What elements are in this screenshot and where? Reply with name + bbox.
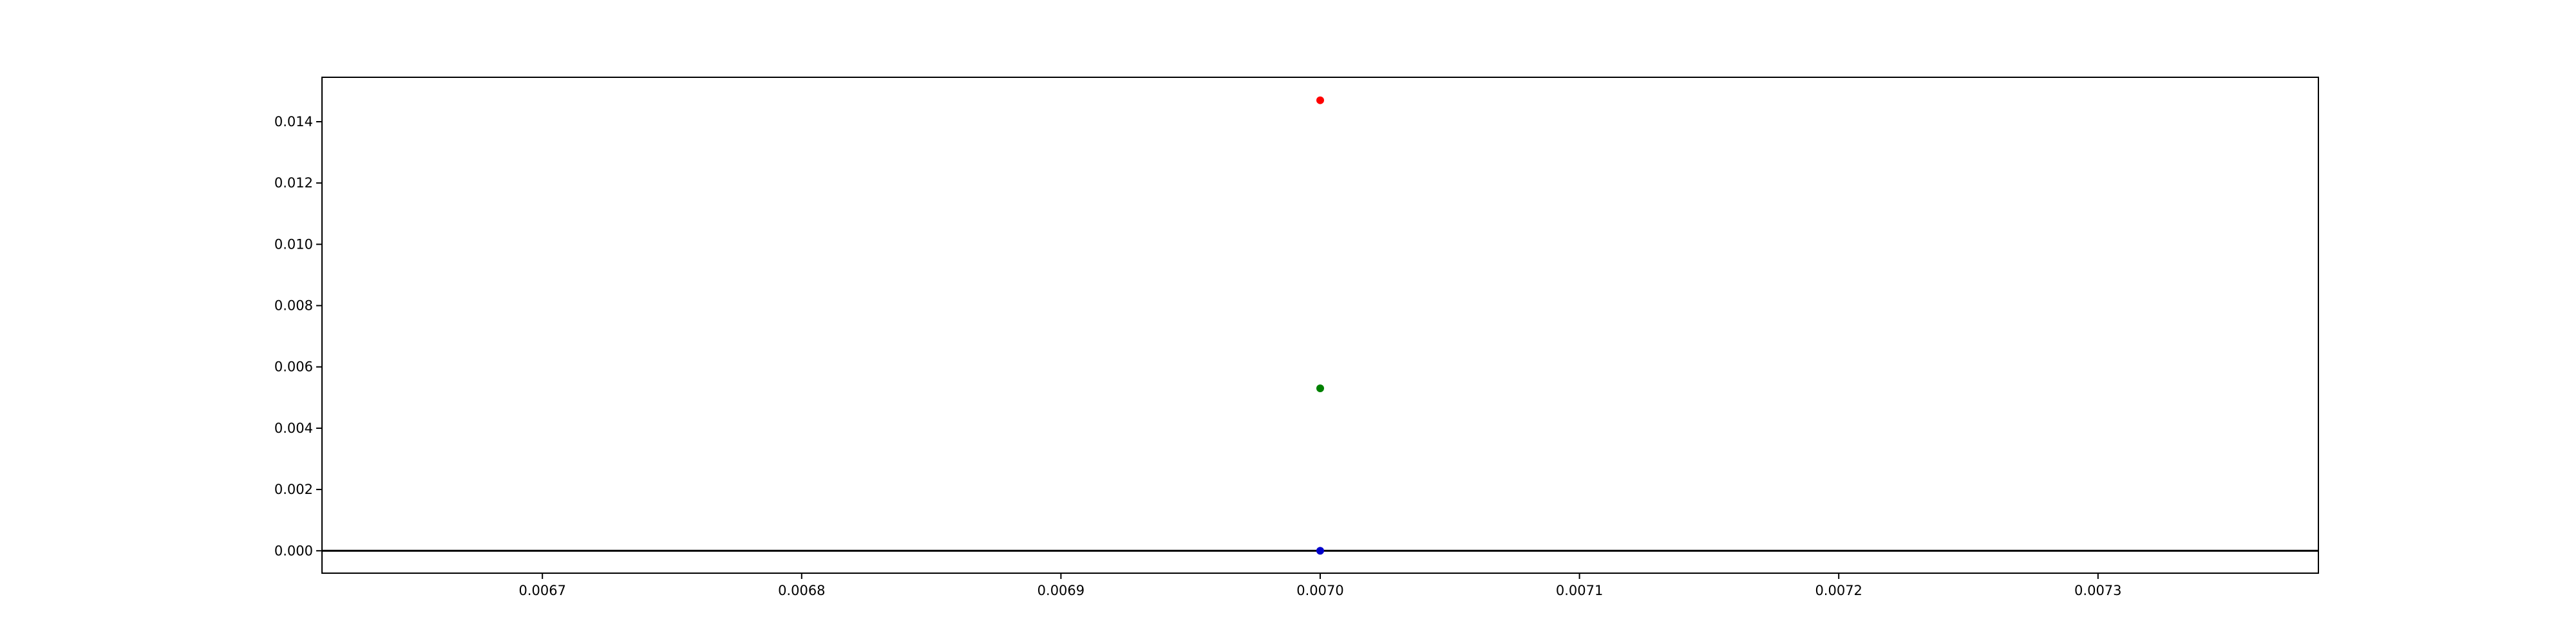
y-tick-label: 0.010	[274, 236, 313, 252]
y-tick-label: 0.006	[274, 359, 313, 375]
x-tick-label: 0.0070	[1296, 583, 1343, 598]
y-tick-label: 0.000	[274, 543, 313, 558]
data-points	[1316, 96, 1324, 555]
x-axis: 0.0067 0.0068 0.0069 0.0070 0.0071 0.0072 0.00…	[518, 573, 2122, 598]
y-axis: 0.000 0.002 0.004 0.006 0.008 0.010 0.012 0.014	[274, 114, 322, 558]
data-point	[1316, 96, 1324, 104]
x-tick-label: 0.0073	[2074, 583, 2121, 598]
x-tick-label: 0.0069	[1037, 583, 1084, 598]
y-tick-label: 0.008	[274, 298, 313, 314]
data-point	[1316, 384, 1324, 393]
data-point	[1316, 547, 1324, 555]
y-tick-label: 0.014	[274, 114, 313, 129]
y-tick-label: 0.004	[274, 421, 313, 436]
plot-area: 0.0067 0.0068 0.0069 0.0070 0.0071 0.0072 0.00…	[274, 77, 2319, 598]
x-tick-label: 0.0072	[1815, 583, 1862, 598]
y-tick-label: 0.012	[274, 175, 313, 191]
x-tick-label: 0.0067	[518, 583, 565, 598]
x-tick-label: 0.0068	[778, 583, 825, 598]
plot-frame	[321, 77, 2319, 574]
y-tick-label: 0.002	[274, 482, 313, 497]
x-tick-label: 0.0071	[1556, 583, 1603, 598]
